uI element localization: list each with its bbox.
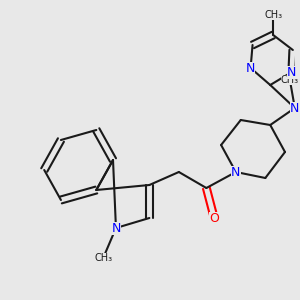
Text: CH₃: CH₃ [281,75,299,85]
Text: N: N [290,101,299,115]
Text: N: N [231,166,241,178]
Text: N: N [246,61,255,74]
Text: N: N [111,221,121,235]
Text: O: O [209,212,219,224]
Text: N: N [287,65,297,79]
Text: CH₃: CH₃ [94,253,112,263]
Text: CH₃: CH₃ [264,10,282,20]
